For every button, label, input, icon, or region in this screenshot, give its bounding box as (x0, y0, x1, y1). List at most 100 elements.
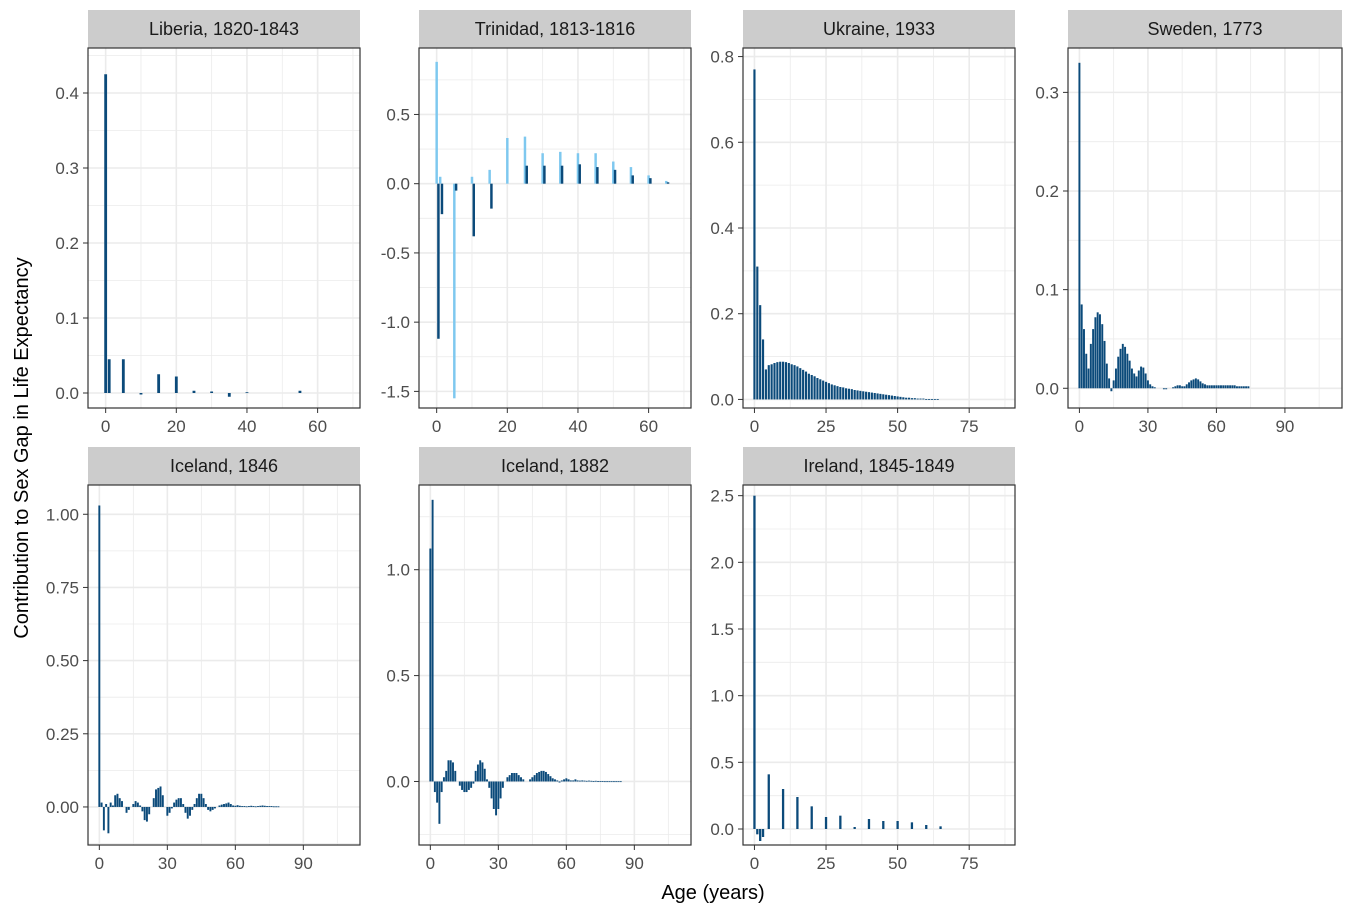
x-tick-label: 90 (1275, 417, 1294, 436)
bar (454, 770, 457, 782)
bar (870, 392, 873, 400)
bar (192, 390, 196, 393)
bar (200, 793, 203, 807)
bar (882, 821, 885, 829)
bar (612, 161, 615, 184)
bar (266, 806, 269, 807)
bar (522, 779, 525, 782)
y-tick-label: 0.6 (710, 133, 734, 152)
bar (438, 176, 442, 184)
bar (191, 806, 194, 810)
bar (549, 776, 552, 782)
y-axis-title: Contribution to Sex Gap in Life Expectan… (11, 257, 33, 638)
bar (445, 770, 448, 782)
bar (833, 385, 836, 400)
bar (1181, 386, 1184, 389)
bar (856, 390, 859, 400)
bar (121, 359, 125, 393)
bar (442, 777, 445, 782)
bar (174, 376, 178, 393)
bar (529, 779, 532, 782)
bar (853, 390, 856, 400)
panel-background (88, 485, 360, 845)
bar (145, 806, 148, 822)
bar (1229, 385, 1232, 389)
bar (899, 396, 902, 400)
bar (447, 760, 450, 782)
bar (793, 365, 796, 400)
bar (1130, 368, 1133, 389)
bar (1087, 368, 1090, 389)
bar (1206, 385, 1209, 389)
bar (559, 151, 562, 184)
panel-border (1067, 47, 1343, 409)
bar (617, 781, 620, 783)
bar (830, 384, 833, 400)
bar (928, 399, 931, 400)
bar (223, 804, 225, 807)
bar (1083, 329, 1085, 389)
bar (533, 775, 536, 782)
bar (753, 495, 756, 829)
bar (1190, 380, 1193, 389)
facet-panel: Iceland, 1882 0 30 60 90 0.0 0.5 1.0 (386, 447, 692, 873)
bar (556, 780, 559, 782)
facet-title: Liberia, 1820-1843 (149, 19, 299, 39)
x-tick-label: 25 (817, 854, 836, 873)
bar (207, 806, 210, 810)
bar (483, 768, 486, 782)
bar (1105, 363, 1108, 389)
bar (234, 805, 237, 807)
bar (433, 781, 436, 793)
bar (1124, 346, 1127, 389)
bar (1204, 384, 1206, 389)
bar (759, 305, 762, 400)
bar (572, 780, 575, 782)
bar (458, 781, 461, 786)
y-tick-label: 0.50 (46, 652, 79, 671)
bar (761, 829, 765, 837)
bar (275, 806, 278, 808)
bar (933, 399, 936, 400)
bar (538, 771, 541, 782)
bar (802, 369, 805, 400)
bar (189, 806, 191, 816)
x-tick-label: 60 (226, 854, 245, 873)
bar (601, 781, 604, 782)
y-tick-label: 0.1 (1035, 281, 1059, 300)
bar (435, 61, 438, 184)
bar (523, 136, 527, 184)
bar (272, 806, 275, 808)
bar (799, 368, 802, 400)
bar (1197, 379, 1200, 389)
bar (779, 361, 782, 400)
facet-panel: Sweden, 1773 0 30 60 90 0.0 0.1 0.2 0.3 (1035, 10, 1343, 436)
bar (461, 781, 464, 790)
bar (574, 779, 577, 782)
bar (547, 774, 550, 782)
bar (104, 74, 108, 393)
bar (105, 804, 108, 807)
bar (842, 387, 845, 400)
bar (590, 780, 593, 782)
bar (1238, 386, 1241, 389)
bar (236, 805, 239, 807)
bar (1185, 384, 1188, 389)
bar (879, 393, 882, 400)
bar (232, 805, 235, 807)
bar (252, 806, 255, 807)
bar (1133, 373, 1136, 389)
bar (98, 505, 101, 807)
bar (890, 395, 893, 400)
bar (804, 371, 808, 400)
bar (541, 153, 544, 184)
bar (599, 781, 602, 782)
bar (143, 806, 146, 821)
bar (166, 806, 169, 816)
bar (1112, 380, 1115, 389)
bar (585, 780, 588, 782)
bar (204, 804, 207, 807)
bar (1092, 329, 1095, 389)
bar (558, 781, 561, 783)
bar (499, 781, 502, 799)
